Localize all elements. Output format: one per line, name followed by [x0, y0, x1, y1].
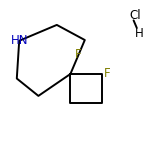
Text: F: F	[75, 48, 81, 61]
Text: H: H	[134, 27, 143, 40]
Text: HN: HN	[11, 34, 28, 47]
Text: Cl: Cl	[130, 9, 141, 22]
Text: F: F	[104, 67, 110, 80]
